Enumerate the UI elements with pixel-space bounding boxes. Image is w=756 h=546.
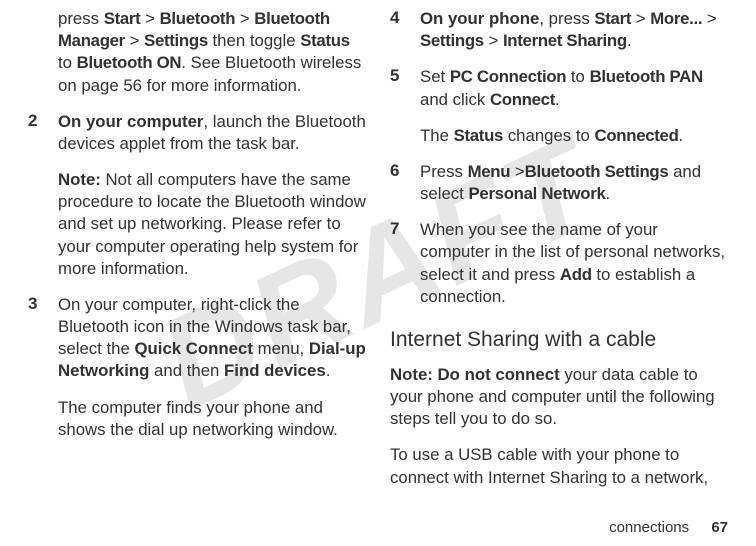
step-number: 5 <box>390 66 404 110</box>
step-body: When you see the name of your computer i… <box>420 219 728 308</box>
t: > <box>140 9 159 28</box>
kw: Bluetooth ON <box>77 53 182 72</box>
t: > <box>510 162 524 181</box>
t: Not all computers have the same procedur… <box>58 170 366 278</box>
t: > <box>631 9 650 28</box>
t: The <box>420 126 454 145</box>
step-number: 3 <box>28 294 42 383</box>
note-cable: Note: Do not connect your data cable to … <box>390 364 728 431</box>
kw: Status <box>300 31 350 50</box>
page-content: press Start > Bluetooth > Bluetooth Mana… <box>0 0 756 500</box>
step-body: Set PC Connection to Bluetooth PAN and c… <box>420 66 728 110</box>
step-number: 4 <box>390 8 404 52</box>
t: . <box>679 126 684 145</box>
t: and click <box>420 90 490 109</box>
kw: Personal Network <box>469 184 606 203</box>
t: > <box>125 31 144 50</box>
t: . <box>326 361 331 380</box>
t: > <box>484 31 503 50</box>
kw: Status <box>454 126 504 145</box>
kw: More... <box>650 9 702 28</box>
t: . <box>627 31 632 50</box>
b: Find devices <box>224 361 326 380</box>
step-body: Press Menu >Bluetooth Settings and selec… <box>420 161 728 205</box>
after-step-3: The computer finds your phone and shows … <box>28 397 366 441</box>
t: to <box>566 67 589 86</box>
step-number: 6 <box>390 161 404 205</box>
b: Quick Connect <box>135 339 253 358</box>
t: Set <box>420 67 450 86</box>
step-number: 2 <box>28 111 42 155</box>
kw: Add <box>560 265 592 284</box>
lead: On your phone <box>420 9 539 28</box>
step-body: On your computer, launch the Bluetooth d… <box>58 111 366 155</box>
t: to <box>58 53 77 72</box>
note-lead: Note: Do not connect <box>390 365 560 384</box>
kw: Bluetooth Settings <box>525 162 669 181</box>
note-2: Note: Not all computers have the same pr… <box>28 169 366 280</box>
kw: Internet Sharing <box>503 31 627 50</box>
subhead-internet-sharing-cable: Internet Sharing with a cable <box>390 328 728 352</box>
status-line: The Status changes to Connected. <box>390 125 728 147</box>
step-5: 5 Set PC Connection to Bluetooth PAN and… <box>390 66 728 110</box>
kw: Menu <box>468 162 511 181</box>
kw: Settings <box>144 31 208 50</box>
kw: Bluetooth PAN <box>590 67 703 86</box>
t: . <box>555 90 560 109</box>
step-4: 4 On your phone, press Start > More... >… <box>390 8 728 52</box>
kw: Start <box>594 9 631 28</box>
step-6: 6 Press Menu >Bluetooth Settings and sel… <box>390 161 728 205</box>
lead: On your computer <box>58 112 203 131</box>
step-7: 7 When you see the name of your computer… <box>390 219 728 308</box>
t: > <box>702 9 716 28</box>
kw: PC Connection <box>450 67 566 86</box>
step-number: 7 <box>390 219 404 308</box>
page-footer: connections 67 <box>609 519 728 536</box>
kw: Connected <box>595 126 679 145</box>
kw: Settings <box>420 31 484 50</box>
t: Press <box>420 162 468 181</box>
page-number: 67 <box>711 519 728 536</box>
note-lead: Note: <box>58 170 101 189</box>
step-2: 2 On your computer, launch the Bluetooth… <box>28 111 366 155</box>
t: press <box>58 9 104 28</box>
kw: Connect <box>490 90 555 109</box>
t: . <box>605 184 610 203</box>
footer-section: connections <box>609 519 689 536</box>
left-column: press Start > Bluetooth > Bluetooth Mana… <box>28 8 366 492</box>
kw: Start <box>104 9 141 28</box>
t: , press <box>539 9 594 28</box>
step-body: On your computer, right-click the Blueto… <box>58 294 366 383</box>
intro-para: press Start > Bluetooth > Bluetooth Mana… <box>28 8 366 97</box>
step-body: On your phone, press Start > More... > S… <box>420 8 728 52</box>
t: and then <box>149 361 224 380</box>
step-3: 3 On your computer, right-click the Blue… <box>28 294 366 383</box>
t: > <box>235 9 254 28</box>
right-column: 4 On your phone, press Start > More... >… <box>390 8 728 492</box>
t: menu, <box>253 339 309 358</box>
t: changes to <box>503 126 594 145</box>
t: then toggle <box>208 31 300 50</box>
usb-para: To use a USB cable with your phone to co… <box>390 444 728 488</box>
kw: Bluetooth <box>160 9 236 28</box>
